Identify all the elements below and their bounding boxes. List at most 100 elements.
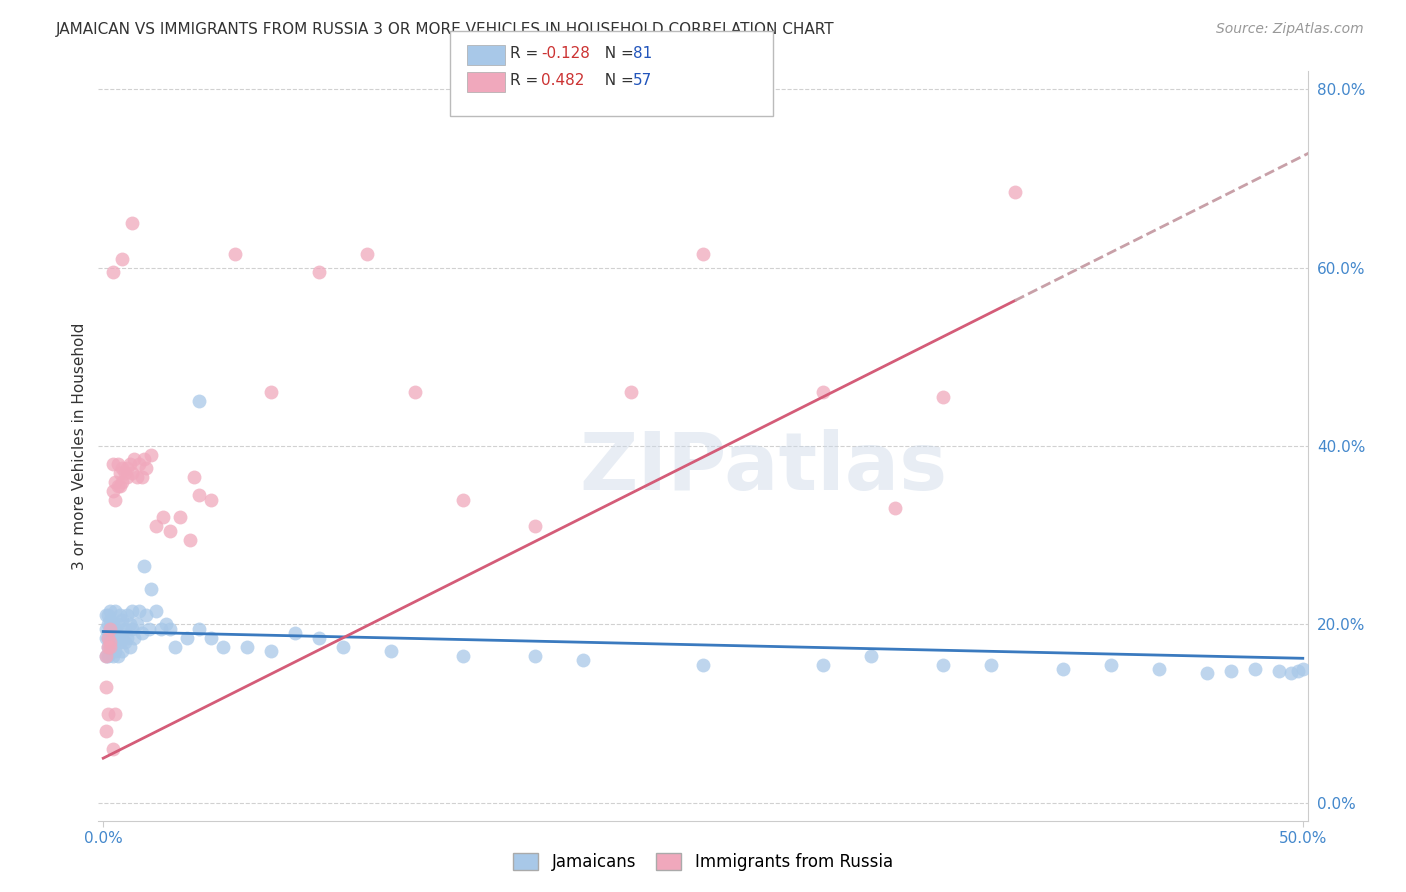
- Point: [94, 724, 117, 739]
- Point: [111, 613, 134, 627]
- Point: [859, 648, 882, 663]
- Point: [108, 479, 131, 493]
- Point: [524, 648, 547, 663]
- Point: [811, 385, 834, 400]
- Point: [1243, 662, 1265, 676]
- Point: [620, 385, 643, 400]
- Point: [100, 622, 122, 636]
- Text: Source: ZipAtlas.com: Source: ZipAtlas.com: [1216, 22, 1364, 37]
- Point: [100, 635, 122, 649]
- Point: [108, 608, 131, 623]
- Point: [94, 608, 117, 623]
- Text: ZIPatlas: ZIPatlas: [579, 429, 948, 508]
- Point: [692, 657, 714, 672]
- Point: [108, 626, 131, 640]
- Text: 0.482: 0.482: [541, 73, 585, 87]
- Point: [524, 519, 547, 533]
- Point: [141, 582, 163, 596]
- Point: [104, 706, 127, 721]
- Point: [121, 216, 143, 230]
- Point: [451, 648, 474, 663]
- Text: JAMAICAN VS IMMIGRANTS FROM RUSSIA 3 OR MORE VEHICLES IN HOUSEHOLD CORRELATION C: JAMAICAN VS IMMIGRANTS FROM RUSSIA 3 OR …: [56, 22, 835, 37]
- Point: [94, 648, 117, 663]
- Point: [811, 657, 834, 672]
- Point: [141, 448, 163, 462]
- Point: [380, 644, 402, 658]
- Point: [101, 648, 124, 663]
- Point: [108, 635, 131, 649]
- Point: [152, 510, 174, 524]
- Legend: Jamaicans, Immigrants from Russia: Jamaicans, Immigrants from Russia: [505, 845, 901, 880]
- Point: [145, 519, 167, 533]
- Point: [1268, 664, 1291, 678]
- Point: [1052, 662, 1074, 676]
- Point: [308, 631, 330, 645]
- Point: [165, 640, 187, 654]
- Point: [284, 626, 307, 640]
- Point: [104, 475, 127, 489]
- Point: [101, 265, 124, 279]
- Point: [111, 252, 134, 266]
- Point: [97, 617, 120, 632]
- Point: [111, 644, 134, 658]
- Point: [101, 742, 124, 756]
- Point: [188, 488, 211, 502]
- Point: [332, 640, 354, 654]
- Text: R =: R =: [510, 73, 544, 87]
- Point: [97, 608, 120, 623]
- Point: [111, 461, 134, 475]
- Point: [121, 622, 143, 636]
- Point: [118, 640, 141, 654]
- Point: [236, 640, 259, 654]
- Point: [97, 631, 120, 645]
- Point: [572, 653, 595, 667]
- Point: [149, 622, 172, 636]
- Point: [115, 461, 138, 475]
- Point: [114, 466, 136, 480]
- Point: [100, 604, 122, 618]
- Point: [94, 631, 117, 645]
- Point: [94, 622, 117, 636]
- Text: 57: 57: [633, 73, 652, 87]
- Point: [131, 470, 153, 484]
- Point: [97, 640, 120, 654]
- Point: [1147, 662, 1170, 676]
- Point: [101, 617, 124, 632]
- Point: [97, 706, 120, 721]
- Point: [124, 631, 146, 645]
- Point: [176, 631, 198, 645]
- Text: N =: N =: [595, 73, 638, 87]
- Point: [115, 608, 138, 623]
- Point: [404, 385, 426, 400]
- Point: [97, 640, 120, 654]
- Point: [200, 631, 222, 645]
- Point: [1195, 666, 1218, 681]
- Point: [132, 559, 155, 574]
- Point: [107, 457, 129, 471]
- Point: [932, 390, 955, 404]
- Point: [111, 475, 134, 489]
- Point: [135, 461, 157, 475]
- Point: [179, 533, 201, 547]
- Point: [1004, 185, 1026, 199]
- Point: [101, 631, 124, 645]
- Point: [1279, 666, 1302, 681]
- Point: [308, 265, 330, 279]
- Point: [188, 622, 211, 636]
- Text: R =: R =: [510, 46, 544, 61]
- Point: [101, 457, 124, 471]
- Point: [183, 470, 205, 484]
- Point: [169, 510, 191, 524]
- Point: [200, 492, 222, 507]
- Y-axis label: 3 or more Vehicles in Household: 3 or more Vehicles in Household: [72, 322, 87, 570]
- Point: [104, 644, 127, 658]
- Point: [260, 385, 283, 400]
- Point: [188, 394, 211, 409]
- Point: [128, 457, 150, 471]
- Point: [884, 501, 907, 516]
- Point: [145, 604, 167, 618]
- Point: [692, 247, 714, 261]
- Point: [121, 604, 143, 618]
- Point: [104, 622, 127, 636]
- Point: [104, 604, 127, 618]
